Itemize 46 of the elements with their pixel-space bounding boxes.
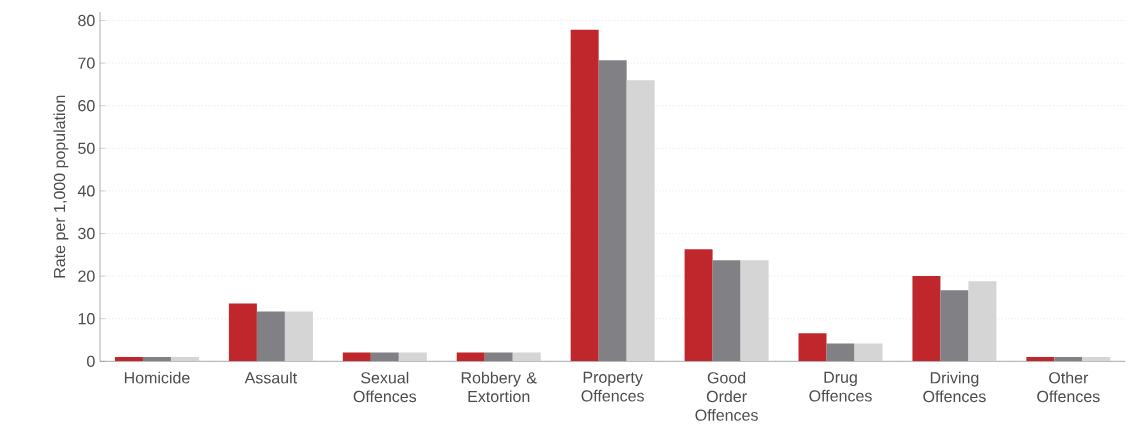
y-tick-label: 10 bbox=[78, 313, 95, 325]
x-tick-label: Property Offences bbox=[581, 371, 644, 402]
bar bbox=[398, 352, 427, 362]
bar bbox=[1026, 357, 1055, 362]
bar bbox=[826, 343, 855, 362]
bar bbox=[170, 357, 199, 362]
x-tick-label: Robbery & Extortion bbox=[461, 371, 537, 403]
x-tick-label: Assault bbox=[244, 371, 297, 384]
bar bbox=[142, 357, 171, 362]
bar bbox=[484, 352, 513, 362]
y-tick-label: 30 bbox=[78, 228, 95, 240]
y-tick-label: 50 bbox=[78, 142, 95, 155]
y-tick-label: 80 bbox=[78, 15, 95, 27]
bar bbox=[370, 352, 399, 362]
y-tick-label: 60 bbox=[78, 100, 95, 112]
y-tick-label: 20 bbox=[78, 270, 95, 282]
bar bbox=[798, 333, 827, 362]
bar bbox=[284, 311, 313, 362]
bar bbox=[512, 352, 541, 362]
y-tick-label: 0 bbox=[87, 355, 95, 368]
y-tick-label: 70 bbox=[78, 57, 95, 69]
y-axis-title: Rate per 1,000 population bbox=[53, 95, 69, 278]
bar bbox=[968, 281, 997, 362]
bar bbox=[114, 357, 143, 362]
bar bbox=[456, 352, 485, 362]
bar bbox=[740, 260, 769, 362]
bar bbox=[228, 303, 257, 362]
bar bbox=[684, 249, 713, 362]
bar bbox=[712, 260, 741, 362]
x-tick-label: Drug Offences bbox=[809, 371, 872, 402]
bar bbox=[1082, 357, 1111, 362]
bar bbox=[940, 290, 969, 362]
x-tick-label: Sexual Offences bbox=[353, 371, 417, 403]
bar bbox=[256, 311, 285, 362]
x-tick-label: Driving Offences bbox=[923, 371, 986, 403]
x-tick-label: Homicide bbox=[124, 371, 190, 384]
bar bbox=[912, 276, 941, 362]
x-tick-label: Good Order Offences bbox=[695, 371, 758, 421]
bar bbox=[626, 80, 655, 362]
bar bbox=[1054, 357, 1083, 362]
bar bbox=[570, 29, 599, 362]
bar bbox=[598, 60, 627, 362]
y-tick-label: 40 bbox=[77, 185, 95, 197]
x-tick-label: Other Offences bbox=[1037, 371, 1100, 403]
bar bbox=[342, 352, 371, 362]
bar bbox=[854, 343, 883, 362]
